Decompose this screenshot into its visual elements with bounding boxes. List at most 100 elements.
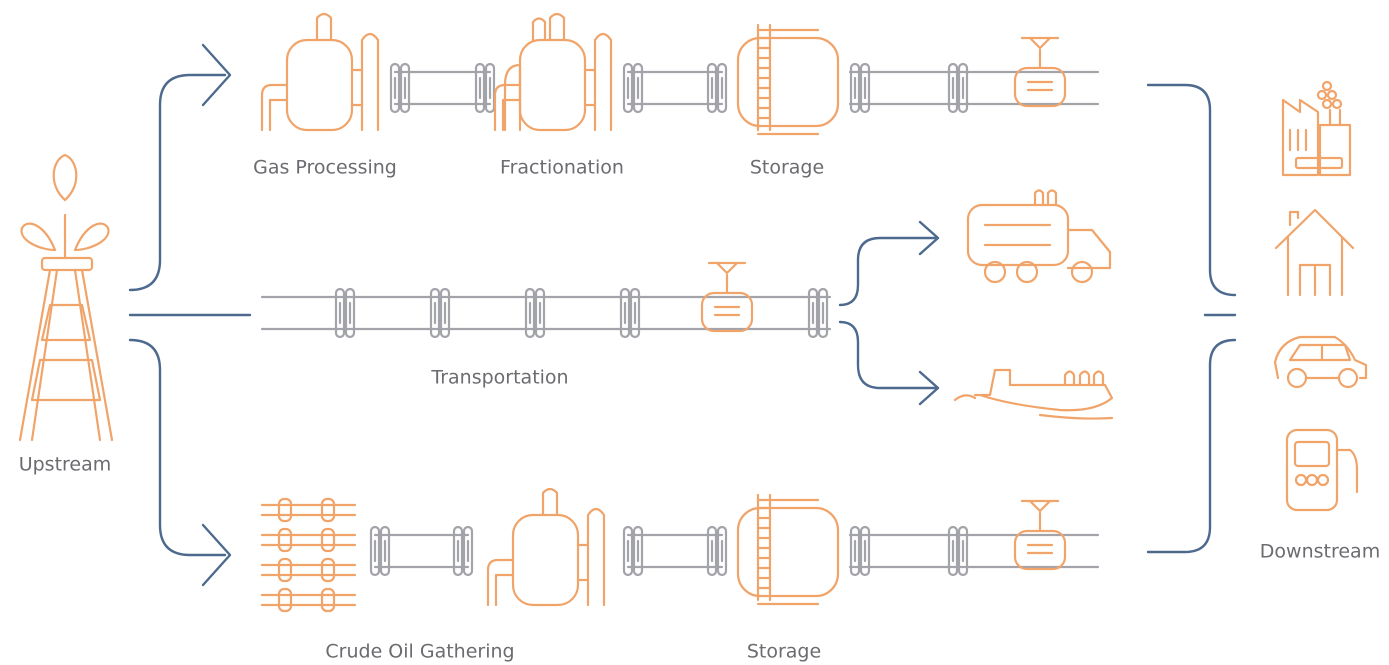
pipe-coupling xyxy=(807,287,819,339)
pipe-coupling xyxy=(484,62,496,114)
pipe-coupling xyxy=(622,525,634,577)
gathering-coupling xyxy=(320,587,336,613)
tank-rim xyxy=(756,28,820,136)
ladder xyxy=(756,493,772,602)
processing-icon xyxy=(486,487,606,607)
pipe-coupling xyxy=(706,62,718,114)
ladder xyxy=(756,23,772,132)
vessel xyxy=(511,513,580,607)
pipe-coupling xyxy=(524,287,536,339)
upstream-label: Upstream xyxy=(19,454,112,476)
factory-icon xyxy=(1281,80,1352,177)
pipe-coupling xyxy=(429,287,441,339)
valve-detail xyxy=(707,261,747,317)
pipe-coupling xyxy=(849,62,861,114)
side-pipe xyxy=(493,68,597,132)
vessel xyxy=(285,38,354,132)
gas-processing-label: Gas Processing xyxy=(253,157,397,179)
pipe-coupling xyxy=(716,62,728,114)
pipe-coupling xyxy=(462,525,474,577)
tower xyxy=(360,32,380,132)
pipe-coupling xyxy=(474,62,486,114)
valve-body xyxy=(1013,66,1067,108)
pipe-coupling xyxy=(629,287,641,339)
pipe xyxy=(848,525,1100,577)
processing-icon xyxy=(493,12,613,132)
tank-rim xyxy=(756,498,820,606)
house-icon xyxy=(1274,208,1355,297)
pipe-coupling xyxy=(379,525,391,577)
vessel-top xyxy=(548,12,566,42)
storage-label: Storage xyxy=(747,641,821,663)
gathering-line xyxy=(260,563,357,577)
transportation-label: Transportation xyxy=(430,367,568,389)
tower xyxy=(586,507,606,607)
pipe-coupling xyxy=(369,525,381,577)
pipe-coupling xyxy=(817,287,829,339)
processing-icon xyxy=(260,12,380,132)
truck-icon xyxy=(966,189,1112,284)
gathering-coupling xyxy=(277,527,293,553)
pipe xyxy=(389,62,496,114)
crude-gathering-icon xyxy=(260,497,357,613)
storage-tank-icon xyxy=(736,23,840,136)
tank-body xyxy=(736,36,840,128)
pipe-coupling xyxy=(344,287,356,339)
valve-body xyxy=(700,291,754,333)
oil-rig-icon xyxy=(18,153,114,442)
valve-icon xyxy=(1013,499,1067,571)
valve-detail xyxy=(1020,499,1060,555)
gathering-line xyxy=(260,533,357,547)
gathering-coupling xyxy=(320,527,336,553)
car-icon xyxy=(1273,335,1368,389)
storage-label: Storage xyxy=(750,157,824,179)
pipe-coupling xyxy=(849,525,861,577)
gas-pump-icon xyxy=(1285,428,1359,512)
gathering-coupling xyxy=(277,497,293,523)
pipe-coupling xyxy=(947,525,959,577)
pipe-coupling xyxy=(947,62,959,114)
pipe-coupling xyxy=(439,287,451,339)
pipe-coupling xyxy=(452,525,464,577)
pipe-coupling xyxy=(716,525,728,577)
pipe-coupling xyxy=(957,62,969,114)
pipe-coupling xyxy=(859,62,871,114)
pipe-coupling xyxy=(632,525,644,577)
gathering-line xyxy=(260,503,357,517)
valve-icon xyxy=(1013,36,1067,108)
downstream-label: Downstream xyxy=(1260,541,1380,563)
pipe-coupling xyxy=(622,62,634,114)
vessel xyxy=(518,38,587,132)
pipe-coupling xyxy=(859,525,871,577)
gathering-coupling xyxy=(277,587,293,613)
pipe-coupling xyxy=(957,525,969,577)
valve-icon xyxy=(700,261,754,333)
pipe-coupling xyxy=(389,62,401,114)
pipe xyxy=(622,525,728,577)
valve-body xyxy=(1013,529,1067,571)
pipe-coupling xyxy=(632,62,644,114)
vessel-top xyxy=(315,12,333,42)
pipe-coupling xyxy=(334,287,346,339)
valve-detail xyxy=(1020,36,1060,92)
fractionation-label: Fractionation xyxy=(500,157,624,179)
pipe-coupling xyxy=(619,287,631,339)
pipe xyxy=(369,525,474,577)
crude-oil-gathering-label: Crude Oil Gathering xyxy=(325,641,514,663)
side-pipe xyxy=(260,68,364,132)
pipe-coupling xyxy=(399,62,411,114)
tank-body xyxy=(736,506,840,598)
pipe-coupling xyxy=(706,525,718,577)
gathering-line xyxy=(260,593,357,607)
pipe xyxy=(848,62,1100,114)
gathering-coupling xyxy=(277,557,293,583)
ship-icon xyxy=(953,368,1114,420)
vessel-top xyxy=(541,487,559,517)
pipe xyxy=(260,287,832,339)
tower xyxy=(593,32,613,132)
vessel-top xyxy=(503,17,547,132)
flow-arrows xyxy=(128,43,1237,587)
gathering-coupling xyxy=(320,497,336,523)
side-pipe xyxy=(486,543,590,607)
